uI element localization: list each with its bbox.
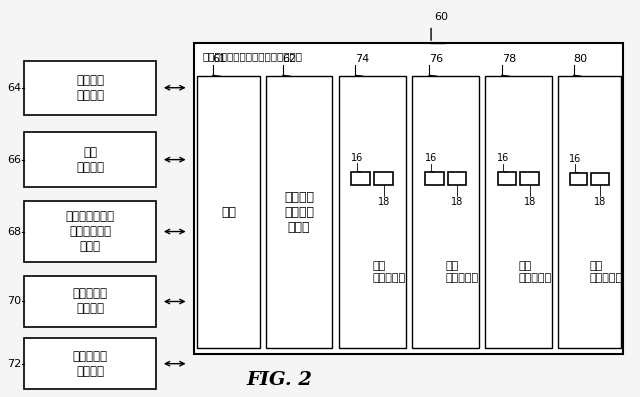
Text: 16: 16 [497,153,509,163]
Text: 18: 18 [378,197,390,206]
Text: 66: 66 [7,155,21,165]
Bar [520,172,539,185]
Text: 70: 70 [7,297,21,306]
Bar [557,76,621,348]
Text: 監視
モジュール: 監視 モジュール [445,261,479,283]
Text: 制御
システム: 制御 システム [76,146,104,173]
Bar [24,201,156,262]
Bar [570,173,588,185]
Text: FIG. 2: FIG. 2 [247,371,313,389]
Bar [447,172,467,185]
Text: システム
モニタ／
ＴＤＩ: システム モニタ／ ＴＤＩ [284,191,314,233]
Text: 16: 16 [424,153,436,163]
Text: 72: 72 [7,358,21,369]
Text: 80: 80 [573,54,588,64]
Text: 電源: 電源 [221,206,236,219]
Bar [193,43,623,354]
Text: 78: 78 [502,54,516,64]
Text: ポータブル
計算装置: ポータブル 計算装置 [72,350,108,378]
Bar [24,133,156,187]
Bar [24,276,156,327]
Bar [374,172,394,185]
Bar [351,172,371,185]
Text: 18: 18 [524,197,536,206]
Text: 64: 64 [7,83,21,93]
Text: 16: 16 [569,154,581,164]
Text: モジュール型資産状況監視システム: モジュール型資産状況監視システム [203,51,303,61]
Bar [425,172,444,185]
Text: 74: 74 [355,54,370,64]
Text: 68: 68 [7,227,21,237]
Text: 他の監視
システム: 他の監視 システム [76,74,104,102]
Text: 18: 18 [594,197,606,206]
Text: 16: 16 [351,153,364,163]
Text: 監視
モジュール: 監視 モジュール [372,261,406,283]
Bar [24,338,156,389]
Text: 60: 60 [434,12,448,22]
Bar [412,76,479,348]
Text: 監視
モジュール: 監視 モジュール [518,261,552,283]
Text: 監視
モジュール: 監視 モジュール [589,261,623,283]
Text: 18: 18 [451,197,463,206]
Bar [485,76,552,348]
Text: 76: 76 [429,54,443,64]
Bar [339,76,406,348]
Bar [266,76,332,348]
Text: ポータブル
監視装置: ポータブル 監視装置 [72,287,108,316]
Bar [196,76,260,348]
Text: 62: 62 [283,54,297,64]
Bar [24,60,156,115]
Bar [591,173,609,185]
Text: 61: 61 [212,54,227,64]
Bar [498,172,516,185]
Text: コンピュータ・
ワークステー
ション: コンピュータ・ ワークステー ション [65,210,115,253]
